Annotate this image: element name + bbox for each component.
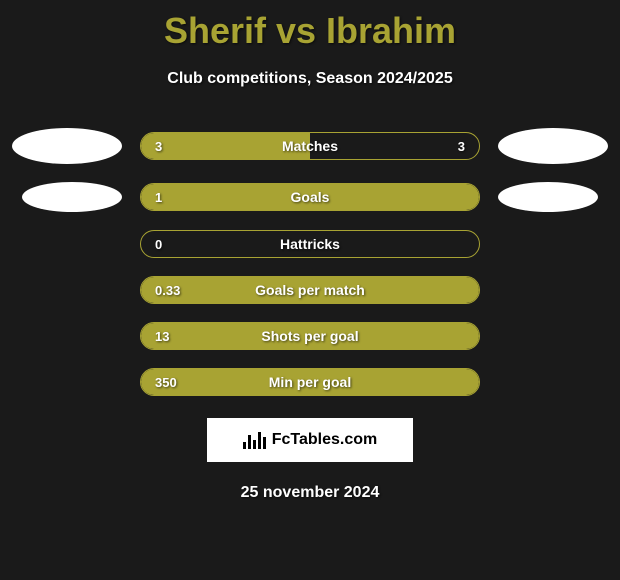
stat-label: Goals bbox=[141, 189, 479, 205]
subtitle: Club competitions, Season 2024/2025 bbox=[0, 70, 620, 88]
player-left-token bbox=[22, 182, 122, 212]
logo-text: FcTables.com bbox=[272, 431, 378, 449]
stats-container: 3Matches3 1Goals 0Hattricks 0.33Goals per m… bbox=[0, 128, 620, 396]
stat-bar: 350Min per goal bbox=[140, 368, 480, 396]
page-title: Sherif vs Ibrahim bbox=[0, 0, 620, 52]
stat-bar: 3Matches3 bbox=[140, 132, 480, 160]
stat-label: Hattricks bbox=[141, 236, 479, 252]
bar-chart-icon bbox=[243, 431, 266, 449]
player-left-token bbox=[12, 128, 122, 164]
stat-label: Min per goal bbox=[141, 374, 479, 390]
stat-row: 1Goals bbox=[0, 182, 620, 212]
fctables-logo[interactable]: FcTables.com bbox=[207, 418, 413, 462]
stat-row: 0.33Goals per match bbox=[0, 276, 620, 304]
stat-row: 0Hattricks bbox=[0, 230, 620, 258]
stat-bar: 1Goals bbox=[140, 183, 480, 211]
stat-label: Goals per match bbox=[141, 282, 479, 298]
stat-label: Shots per goal bbox=[141, 328, 479, 344]
stat-bar: 0Hattricks bbox=[140, 230, 480, 258]
player-right-token bbox=[498, 128, 608, 164]
stat-row: 13Shots per goal bbox=[0, 322, 620, 350]
stat-row: 350Min per goal bbox=[0, 368, 620, 396]
stat-bar: 0.33Goals per match bbox=[140, 276, 480, 304]
player-right-token bbox=[498, 182, 598, 212]
date-stamp: 25 november 2024 bbox=[0, 484, 620, 502]
stat-bar: 13Shots per goal bbox=[140, 322, 480, 350]
stat-label: Matches bbox=[141, 138, 479, 154]
stat-row: 3Matches3 bbox=[0, 128, 620, 164]
stat-right-value: 3 bbox=[458, 139, 465, 154]
